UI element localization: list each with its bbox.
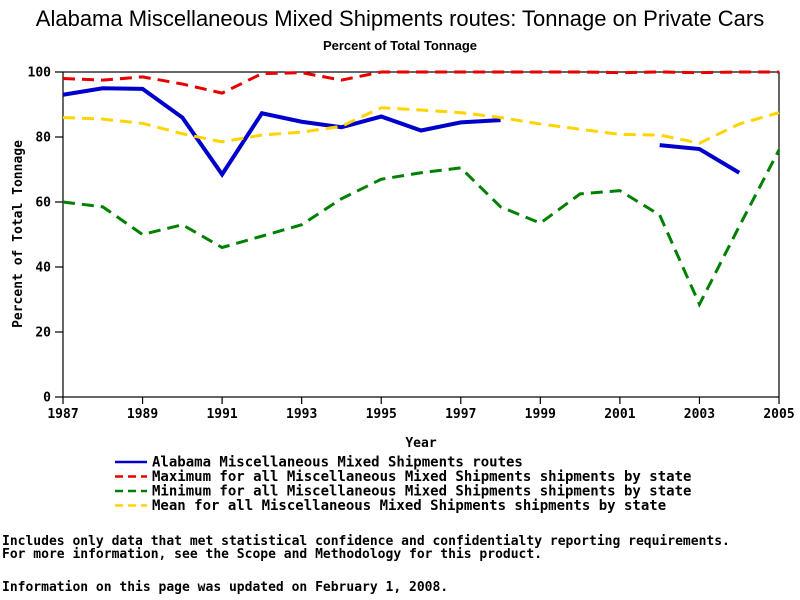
series-layer	[62, 70, 781, 308]
footer-update-note: Information on this page was updated on …	[2, 580, 449, 595]
x-tick-label: 1995	[366, 407, 397, 422]
x-tick-label: 2005	[763, 407, 794, 422]
legend-label: Maximum for all Miscellaneous Mixed Ship…	[152, 469, 691, 485]
footer-note-1: Includes only data that met statistical …	[2, 534, 730, 549]
y-tick-label: 80	[35, 131, 51, 146]
y-tick-label: 60	[35, 196, 51, 211]
y-tick-label: 100	[28, 66, 52, 81]
y-tick-label: 40	[35, 261, 51, 276]
y-tick-label: 0	[43, 391, 51, 406]
x-tick-label: 1989	[127, 407, 158, 422]
chart-title: Alabama Miscellaneous Mixed Shipments ro…	[35, 6, 765, 31]
x-tick-label: 1993	[286, 407, 317, 422]
y-axis-title: Percent of Total Tonnage	[11, 140, 26, 328]
x-tick-label: 1997	[445, 407, 476, 422]
x-tick-label: 1999	[525, 407, 556, 422]
series-line-0	[659, 143, 741, 175]
chart-subtitle: Percent of Total Tonnage	[322, 38, 478, 53]
legend-label: Mean for all Miscellaneous Mixed Shipmen…	[152, 498, 666, 514]
legend-item: Minimum for all Miscellaneous Mixed Ship…	[115, 484, 691, 500]
x-tick-label: 2001	[604, 407, 635, 422]
legend-label: Minimum for all Miscellaneous Mixed Ship…	[152, 484, 691, 500]
x-tick-label: 1987	[47, 407, 78, 422]
legend-item: Mean for all Miscellaneous Mixed Shipmen…	[115, 498, 666, 514]
x-tick-label: 1991	[206, 407, 237, 422]
footer-note-2: For more information, see the Scope and …	[2, 547, 543, 562]
series-line-2	[62, 149, 781, 308]
legend-label: Alabama Miscellaneous Mixed Shipments ro…	[152, 455, 523, 471]
series-line-1	[62, 70, 779, 95]
plot-area	[62, 71, 780, 398]
legend-item: Maximum for all Miscellaneous Mixed Ship…	[115, 469, 691, 485]
legend-item: Alabama Miscellaneous Mixed Shipments ro…	[115, 455, 523, 471]
series-line-3	[62, 106, 780, 145]
series-line-0	[62, 86, 501, 178]
y-tick-label: 20	[35, 326, 51, 341]
x-tick-label: 2003	[684, 407, 715, 422]
legend: Alabama Miscellaneous Mixed Shipments ro…	[115, 455, 691, 514]
ticks-layer: 0 20 40 60 80 100 1987 1989 1991 1993 1995 1997 1999…	[28, 66, 795, 423]
x-axis-title: Year	[405, 436, 436, 451]
